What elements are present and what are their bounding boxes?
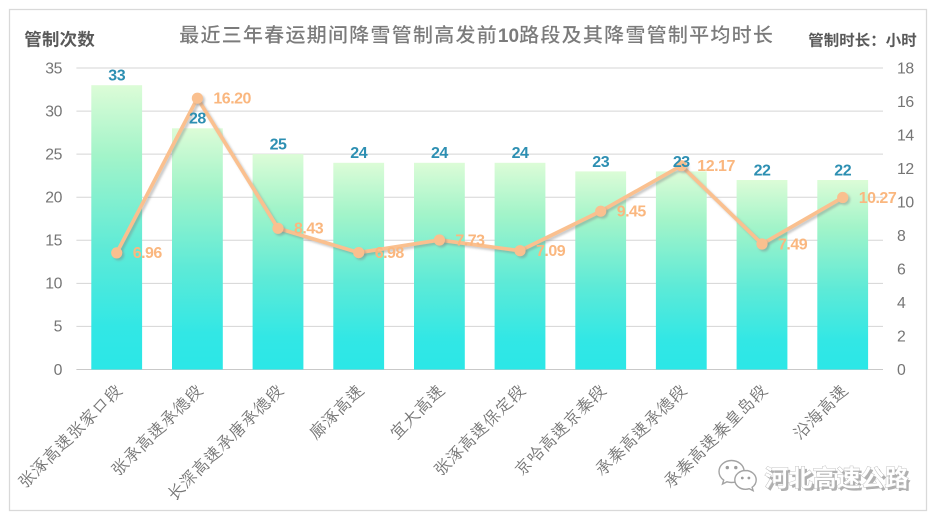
svg-text:24: 24 bbox=[512, 145, 529, 162]
svg-text:23: 23 bbox=[592, 154, 609, 171]
svg-text:20: 20 bbox=[45, 190, 62, 207]
svg-text:35: 35 bbox=[45, 60, 62, 77]
svg-text:24: 24 bbox=[431, 145, 448, 162]
svg-text:4: 4 bbox=[897, 295, 906, 312]
svg-text:8: 8 bbox=[897, 228, 906, 245]
svg-text:12.17: 12.17 bbox=[697, 158, 735, 175]
svg-text:7.49: 7.49 bbox=[778, 236, 808, 253]
svg-text:5: 5 bbox=[54, 319, 63, 336]
svg-text:10: 10 bbox=[897, 194, 914, 211]
svg-text:6.96: 6.96 bbox=[133, 245, 163, 262]
svg-text:8.43: 8.43 bbox=[294, 221, 324, 238]
svg-text:14: 14 bbox=[897, 127, 914, 144]
svg-text:25: 25 bbox=[270, 137, 287, 154]
svg-text:6.98: 6.98 bbox=[375, 245, 405, 262]
svg-text:15: 15 bbox=[45, 233, 62, 250]
svg-text:23: 23 bbox=[673, 154, 690, 171]
svg-text:22: 22 bbox=[834, 162, 851, 179]
svg-text:22: 22 bbox=[754, 162, 771, 179]
svg-text:6: 6 bbox=[897, 261, 906, 278]
svg-text:2: 2 bbox=[897, 328, 905, 345]
svg-text:0: 0 bbox=[897, 362, 906, 379]
svg-text:9.45: 9.45 bbox=[617, 204, 647, 221]
svg-text:16.20: 16.20 bbox=[213, 91, 251, 108]
svg-text:24: 24 bbox=[350, 145, 367, 162]
svg-text:10: 10 bbox=[498, 26, 519, 47]
svg-text:30: 30 bbox=[45, 103, 62, 120]
svg-text:10: 10 bbox=[45, 276, 62, 293]
svg-text:28: 28 bbox=[189, 111, 206, 128]
svg-text:0: 0 bbox=[54, 362, 63, 379]
svg-text:18: 18 bbox=[897, 60, 914, 77]
svg-text:16: 16 bbox=[897, 94, 914, 111]
svg-text:12: 12 bbox=[897, 161, 914, 178]
svg-text:7.09: 7.09 bbox=[536, 243, 566, 260]
svg-text:25: 25 bbox=[45, 146, 62, 163]
svg-text:7.73: 7.73 bbox=[455, 232, 485, 249]
svg-text:33: 33 bbox=[108, 68, 125, 85]
svg-text:10.27: 10.27 bbox=[859, 190, 897, 207]
